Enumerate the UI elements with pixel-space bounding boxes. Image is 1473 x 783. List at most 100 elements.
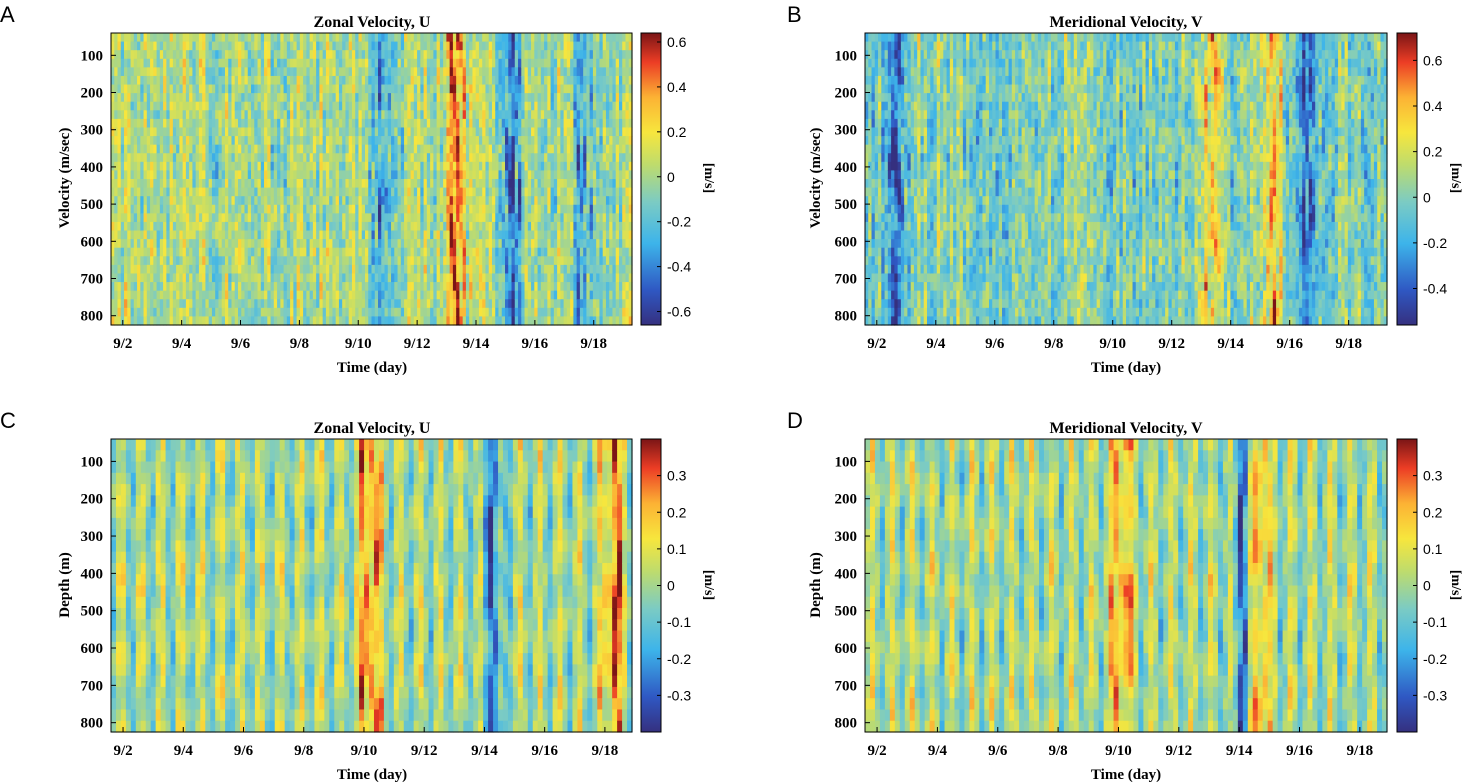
heatmap-cell xyxy=(404,93,408,103)
heatmap-cell xyxy=(518,230,522,240)
heatmap-cell xyxy=(257,118,262,129)
heatmap-cell xyxy=(371,187,376,197)
heatmap-cell xyxy=(446,264,451,275)
heatmap-cell xyxy=(202,136,207,146)
heatmap-cell xyxy=(189,84,194,94)
heatmap-cell xyxy=(358,239,363,249)
heatmap-cell xyxy=(508,101,513,111)
heatmap-cell xyxy=(537,153,542,163)
heatmap-cell xyxy=(364,204,369,214)
heatmap-cell xyxy=(342,33,347,43)
heatmap-cell xyxy=(443,161,447,172)
heatmap-cell xyxy=(312,213,317,223)
heatmap-cell xyxy=(508,110,513,120)
heatmap-cell xyxy=(215,161,220,172)
heatmap-cell xyxy=(557,50,561,60)
heatmap-cell xyxy=(153,179,158,189)
heatmap-cell xyxy=(309,221,314,232)
heatmap-cell xyxy=(163,170,167,180)
heatmap-cell xyxy=(505,58,509,68)
heatmap-cell xyxy=(518,204,522,214)
heatmap-cell xyxy=(325,213,330,223)
heatmap-cell xyxy=(176,93,180,103)
heatmap-cell xyxy=(531,264,535,275)
heatmap-cell xyxy=(475,136,480,146)
heatmap-cell xyxy=(329,239,334,249)
heatmap-cell xyxy=(332,179,337,189)
heatmap-cell xyxy=(495,204,500,214)
heatmap-cell xyxy=(534,196,539,206)
heatmap-cell xyxy=(163,33,167,43)
heatmap-cell xyxy=(566,273,571,283)
heatmap-cell xyxy=(358,256,363,266)
heatmap-cell xyxy=(465,127,470,137)
heatmap-cell xyxy=(413,144,418,154)
heatmap-cell xyxy=(498,144,503,154)
heatmap-cell xyxy=(166,213,171,223)
heatmap-cell xyxy=(550,282,555,292)
heatmap-cell xyxy=(182,33,187,43)
heatmap-cell xyxy=(420,58,425,68)
heatmap-cell xyxy=(137,136,141,146)
heatmap-cell xyxy=(420,213,425,223)
heatmap-cell xyxy=(124,264,128,275)
heatmap-cell xyxy=(423,58,428,68)
heatmap-cell xyxy=(348,264,353,275)
heatmap-cell xyxy=(283,299,288,309)
heatmap-cell xyxy=(439,307,444,318)
heatmap-cell xyxy=(433,118,438,129)
heatmap-cell xyxy=(133,67,138,77)
heatmap-cell xyxy=(364,187,369,197)
heatmap-cell xyxy=(378,221,382,232)
heatmap-cell xyxy=(303,93,307,103)
heatmap-cell xyxy=(426,136,431,146)
heatmap-cell xyxy=(251,213,255,223)
heatmap-cell xyxy=(335,161,340,172)
heatmap-cell xyxy=(579,136,584,146)
heatmap-cell xyxy=(544,144,548,154)
heatmap-cell xyxy=(111,316,115,326)
heatmap-cell xyxy=(540,256,545,266)
heatmap-cell xyxy=(303,41,307,51)
heatmap-cell xyxy=(368,239,373,249)
heatmap-cell xyxy=(218,110,223,120)
heatmap-cell xyxy=(407,136,412,146)
heatmap-cell xyxy=(368,136,373,146)
heatmap-cell xyxy=(583,264,588,275)
heatmap-cell xyxy=(579,153,584,163)
heatmap-cell xyxy=(524,84,529,94)
heatmap-cell xyxy=(221,33,226,43)
heatmap-cell xyxy=(270,239,275,249)
heatmap-cell xyxy=(211,67,216,77)
heatmap-cell xyxy=(560,273,565,283)
heatmap-cell xyxy=(283,127,288,137)
heatmap-cell xyxy=(185,50,190,60)
heatmap-cell xyxy=(400,110,405,120)
heatmap-cell xyxy=(338,247,343,257)
heatmap-cell xyxy=(218,282,223,292)
heatmap-cell xyxy=(436,256,441,266)
heatmap-cell xyxy=(566,50,571,60)
heatmap-cell xyxy=(228,230,233,240)
heatmap-cell xyxy=(557,204,561,214)
heatmap-cell xyxy=(286,239,291,249)
heatmap-cell xyxy=(303,247,307,257)
heatmap-cell xyxy=(345,247,350,257)
heatmap-cell xyxy=(563,256,568,266)
heatmap-cell xyxy=(329,75,334,86)
heatmap-cell xyxy=(404,58,408,68)
heatmap-cell xyxy=(117,118,122,129)
heatmap-cell xyxy=(286,290,291,300)
heatmap-cell xyxy=(397,230,402,240)
heatmap-cell xyxy=(368,290,373,300)
heatmap-cell xyxy=(221,110,226,120)
heatmap-cell xyxy=(114,264,119,275)
heatmap-cell xyxy=(166,290,171,300)
heatmap-cell xyxy=(172,153,177,163)
heatmap-cell xyxy=(264,41,268,51)
heatmap-cell xyxy=(290,58,294,68)
heatmap-cell xyxy=(316,179,320,189)
heatmap-cell xyxy=(241,67,246,77)
heatmap-cell xyxy=(234,110,239,120)
heatmap-cell xyxy=(423,118,428,129)
